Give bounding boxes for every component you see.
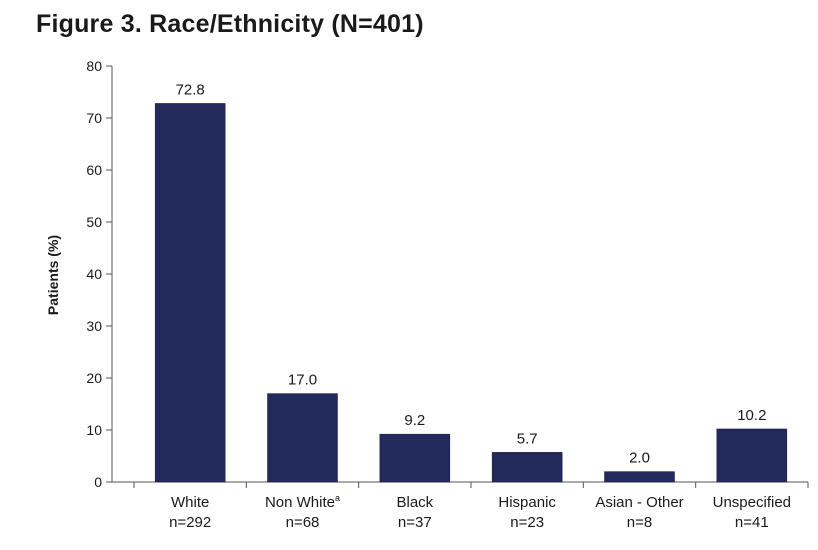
data-label: 17.0 [288, 372, 317, 389]
labels: 72.8 White n=292 17.0 Non Whitea n=68 9.2 Black… [169, 81, 791, 531]
y-tick-label: 50 [86, 214, 102, 230]
data-label: 10.2 [737, 407, 766, 424]
x-tick-label: Hispanic [498, 494, 556, 511]
x-tick-label: Unspecified [713, 494, 791, 511]
x-tick-label: White [171, 494, 209, 511]
data-label: 2.0 [629, 450, 650, 467]
category-n-label: n=8 [627, 514, 652, 531]
data-label: 5.7 [517, 430, 538, 447]
bars [154, 103, 788, 483]
data-label: 9.2 [404, 412, 425, 429]
bar [491, 452, 563, 483]
y-tick-label: 30 [86, 318, 102, 334]
data-label: 72.8 [176, 81, 205, 98]
y-tick-label: 60 [86, 162, 102, 178]
axes: 0 10 20 30 40 50 60 70 80 [86, 58, 809, 490]
chart-title: Figure 3. Race/Ethnicity (N=401) [36, 10, 424, 38]
category-n-label: n=41 [735, 514, 769, 531]
footnote-superscript: a [335, 493, 340, 503]
y-tick-label: 10 [86, 422, 102, 438]
category-n-label: n=37 [398, 514, 432, 531]
y-tick-label: 70 [86, 110, 102, 126]
bar [379, 433, 451, 483]
y-tick-label: 80 [86, 58, 102, 74]
category-n-label: n=23 [510, 514, 544, 531]
category-n-label: n=292 [169, 514, 211, 531]
bar [267, 393, 338, 483]
bar [716, 428, 788, 483]
x-tick-label: Asian - Other [595, 494, 683, 511]
bar [154, 103, 226, 483]
x-tick-label: Non Whitea [265, 493, 340, 511]
bar [604, 471, 675, 483]
y-tick-label: 20 [86, 370, 102, 386]
y-axis-label: Patients (%) [45, 235, 61, 315]
y-tick-label: 40 [86, 266, 102, 282]
x-tick-label: Black [396, 494, 433, 511]
category-n-label: n=68 [286, 514, 320, 531]
y-tick-label: 0 [94, 474, 102, 490]
